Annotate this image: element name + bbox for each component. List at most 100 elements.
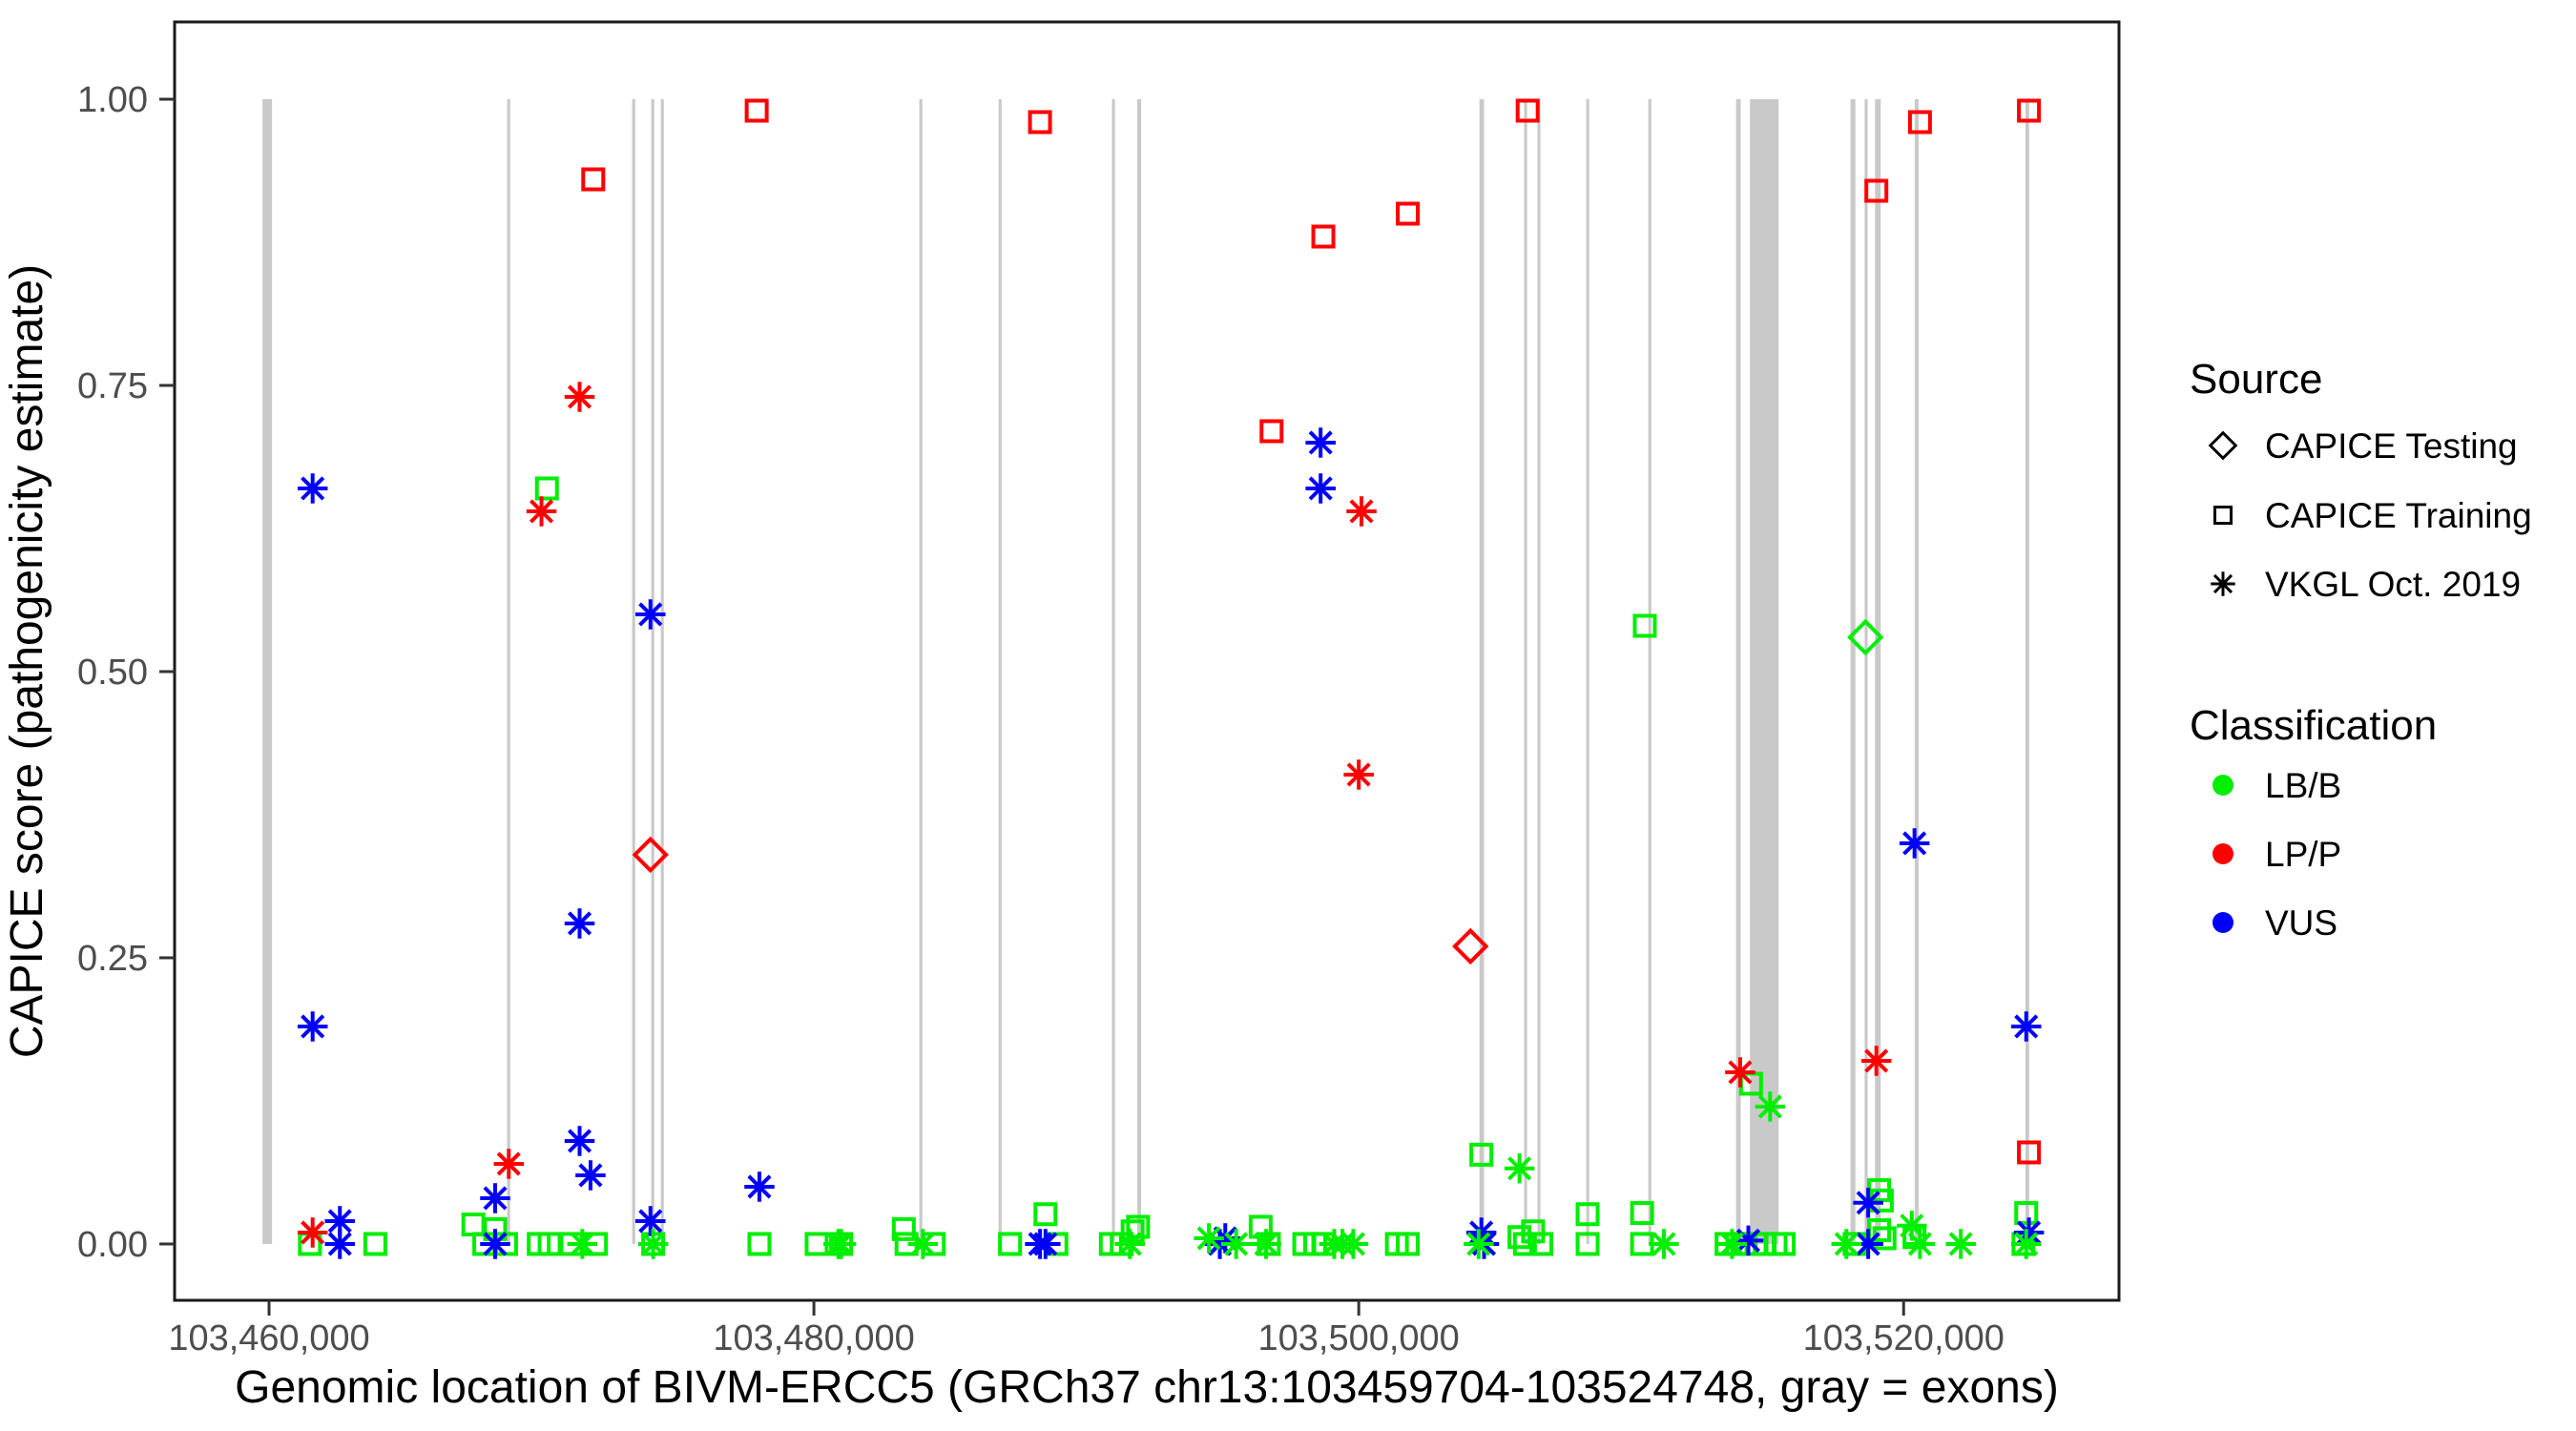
data-point-asterisk-stroke — [567, 1129, 592, 1153]
exon-band — [507, 98, 510, 1244]
data-point-square — [1515, 98, 1540, 123]
y-axis-tick-label: 1.00 — [77, 80, 148, 120]
data-point-asterisk-stroke — [301, 1220, 325, 1245]
exon-band — [998, 98, 1002, 1244]
data-point-asterisk-stroke — [1346, 762, 1371, 787]
data-point — [1469, 1142, 1494, 1167]
data-point-square — [1632, 613, 1657, 638]
data-point — [581, 167, 606, 192]
legend-class-dot — [2212, 912, 2233, 933]
data-point-square — [747, 1232, 772, 1256]
x-axis-tick-label: 103,500,000 — [1258, 1318, 1460, 1358]
data-point — [1716, 1229, 1748, 1259]
data-point-asterisk-stroke — [2212, 573, 2233, 594]
x-axis: 103,460,000 103,480,000 103,500,000 103,520… — [168, 1300, 2005, 1358]
data-point-asterisk-stroke — [2014, 1014, 2039, 1039]
data-point-diamond — [2208, 430, 2238, 461]
data-point-square — [1311, 224, 1336, 249]
data-point-asterisk-stroke — [747, 1174, 772, 1199]
data-point — [1396, 201, 1421, 226]
data-point-square — [534, 476, 559, 501]
data-point-asterisk-stroke — [578, 1163, 603, 1188]
data-point-asterisk-stroke — [327, 1232, 352, 1256]
data-point — [998, 1232, 1023, 1256]
data-point — [1515, 98, 1540, 123]
data-point — [480, 1183, 510, 1213]
data-point-square — [998, 1232, 1023, 1256]
data-point-asterisk-stroke — [301, 1014, 325, 1039]
data-point — [1114, 1229, 1146, 1259]
data-point — [1338, 1229, 1369, 1259]
data-point-square — [1772, 1232, 1797, 1256]
data-point-asterisk-stroke — [1834, 1232, 1859, 1256]
data-point — [1504, 1153, 1535, 1184]
data-point-square — [2213, 506, 2233, 525]
data-point-square — [2017, 1140, 2042, 1165]
data-point — [1864, 178, 1889, 203]
data-point — [1305, 427, 1336, 458]
data-point — [564, 908, 595, 939]
legend-source-item-label: CAPICE Testing — [2265, 426, 2518, 466]
data-point — [297, 1011, 328, 1042]
data-point — [1847, 618, 1884, 656]
exon-band — [1586, 98, 1589, 1244]
data-point-asterisk-stroke — [1735, 1228, 1761, 1253]
data-point-asterisk-stroke — [638, 1209, 663, 1234]
exon-band — [919, 98, 923, 1244]
data-point — [461, 1213, 486, 1237]
data-point-asterisk-stroke — [1652, 1232, 1676, 1256]
data-point — [1311, 224, 1336, 249]
data-point — [1305, 473, 1336, 504]
y-axis: 0.00 0.25 0.50 0.75 1.00 — [77, 80, 175, 1265]
legend-class-item: VUS — [2212, 903, 2337, 943]
data-point — [1772, 1232, 1797, 1256]
exon-bands-layer — [262, 98, 2029, 1244]
data-point — [297, 1217, 328, 1248]
legend: Source CAPICE Testing CAPICE Training VKGL… — [2190, 356, 2532, 943]
data-point-asterisk-stroke — [638, 602, 663, 627]
data-point — [526, 496, 557, 527]
data-point — [324, 1229, 355, 1259]
data-point-asterisk-stroke — [1900, 1213, 1924, 1238]
data-point-square — [1864, 178, 1889, 203]
data-point-square — [581, 167, 606, 192]
data-point — [1396, 1232, 1421, 1256]
data-point-square — [461, 1213, 486, 1237]
exon-band — [1524, 98, 1527, 1244]
data-point-asterisk-stroke — [1308, 430, 1333, 455]
data-point-square — [1907, 110, 1932, 135]
y-axis-tick-label: 0.00 — [77, 1225, 148, 1265]
data-point — [823, 1229, 854, 1259]
legend-class-dot — [2212, 843, 2233, 864]
x-axis-tick-label: 103,460,000 — [168, 1318, 369, 1358]
legend-source-items: CAPICE Testing CAPICE Training VKGL Oct. 2… — [2208, 426, 2532, 604]
data-point — [363, 1232, 387, 1256]
data-point — [637, 1229, 669, 1259]
data-point-asterisk-stroke — [1902, 831, 1927, 856]
data-point — [635, 599, 666, 630]
data-point — [891, 1216, 916, 1241]
data-point-diamond — [1452, 927, 1489, 965]
data-point-asterisk-stroke — [1907, 1232, 1932, 1256]
data-point — [1464, 1229, 1494, 1259]
data-point-asterisk-stroke — [1308, 476, 1333, 501]
data-point — [1649, 1229, 1679, 1259]
data-point-square — [2014, 1201, 2039, 1226]
data-point-square — [363, 1232, 387, 1256]
data-point-asterisk-stroke — [1224, 1232, 1249, 1256]
data-point-asterisk-stroke — [826, 1232, 851, 1256]
exon-band — [1537, 98, 1541, 1244]
exon-band — [632, 98, 635, 1244]
data-point — [1033, 1202, 1058, 1227]
data-point — [1755, 1091, 1786, 1122]
data-point — [493, 1149, 525, 1179]
data-point-square — [1028, 110, 1052, 135]
data-point-asterisk-stroke — [1033, 1232, 1058, 1256]
data-point — [564, 382, 595, 412]
exon-band — [1914, 98, 1919, 1244]
data-point — [632, 836, 669, 874]
data-point-diamond — [1847, 618, 1884, 656]
data-point-square — [891, 1216, 916, 1241]
legend-source-item-label: VKGL Oct. 2019 — [2265, 565, 2521, 604]
data-point-square — [1575, 1232, 1600, 1256]
